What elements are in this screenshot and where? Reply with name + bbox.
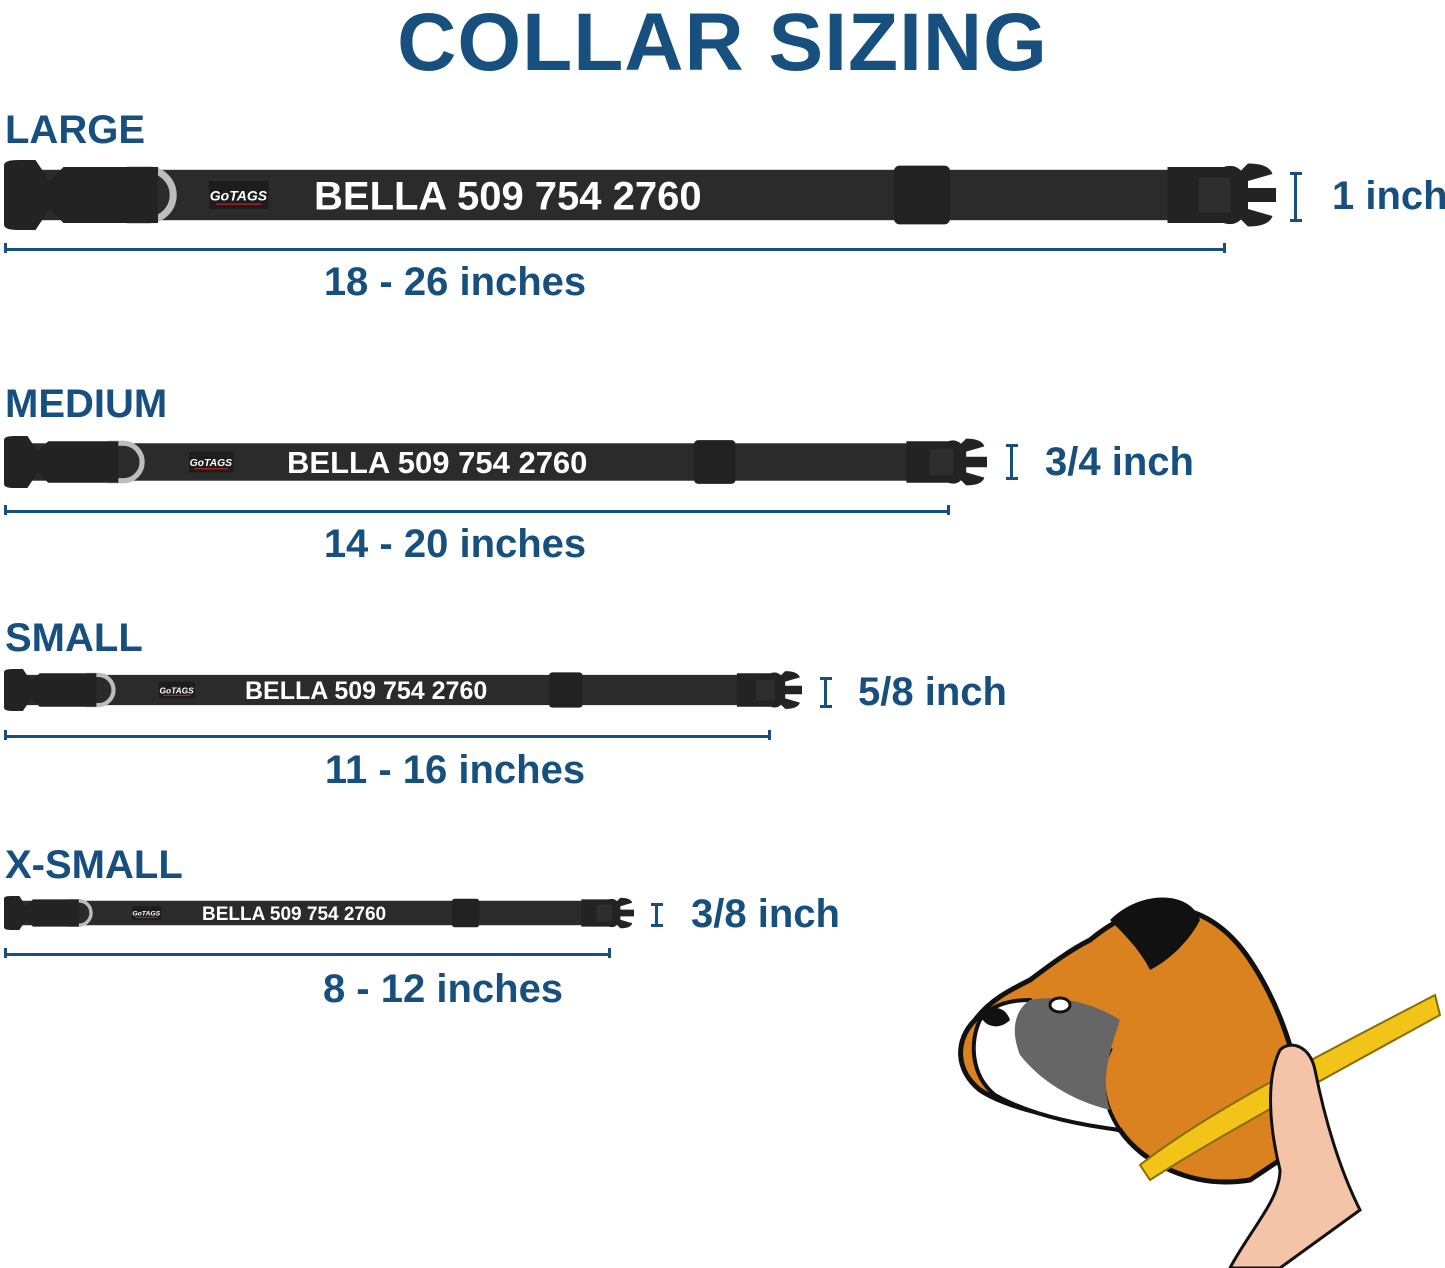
- size-name-large: LARGE: [5, 108, 145, 152]
- range-large: 18 - 26 inches: [323, 260, 587, 304]
- brand-logo-badge: [132, 906, 161, 920]
- buckle-window: [596, 904, 612, 922]
- range-x-small: 8 - 12 inches: [322, 967, 564, 1011]
- brand-logo: GoTAGS: [190, 458, 233, 469]
- collar-x-small: GoTAGS BELLA 509 754 2760: [4, 896, 634, 930]
- keeper-loop: [549, 672, 583, 708]
- d-ring: [68, 899, 93, 927]
- brand-logo-badge: [159, 681, 195, 699]
- size-name-medium: MEDIUM: [5, 382, 168, 426]
- width-x-small: 3/8 inch: [691, 892, 840, 936]
- collar-large: GoTAGS BELLA 509 754 2760: [4, 160, 1276, 230]
- buckle-window: [929, 449, 954, 475]
- width-marker-medium: [1006, 444, 1018, 480]
- left-clip: [4, 436, 119, 488]
- length-line-medium: [4, 505, 950, 515]
- width-small: 5/8 inch: [858, 670, 1007, 714]
- collar-small: GoTAGS BELLA 509 754 2760: [4, 669, 802, 711]
- collar-strap: [17, 900, 587, 926]
- d-ring: [107, 440, 145, 484]
- d-ring: [85, 672, 116, 708]
- length-line-x-small: [4, 948, 611, 958]
- keeper-loop: [694, 440, 736, 484]
- width-marker-small: [820, 677, 832, 708]
- collar-strap: [24, 443, 915, 481]
- collar-name-text: BELLA 509 754 2760: [287, 445, 587, 480]
- width-large: 1 inch: [1332, 174, 1445, 218]
- collar-name-text: BELLA 509 754 2760: [202, 904, 386, 925]
- left-clip: [4, 896, 79, 930]
- buckle-window: [755, 679, 775, 701]
- page-title: COLLAR SIZING: [397, 0, 1048, 88]
- keeper-loop: [894, 165, 950, 225]
- width-marker-large: [1290, 172, 1302, 222]
- range-small: 11 - 16 inches: [324, 748, 586, 792]
- width-medium: 3/4 inch: [1045, 440, 1194, 484]
- boxer-dog-illustration: [958, 897, 1442, 1268]
- size-name-small: SMALL: [5, 616, 143, 660]
- buckle-window: [1199, 177, 1231, 213]
- left-clip: [4, 160, 158, 230]
- brand-logo-badge: [189, 451, 234, 473]
- size-name-x-small: X-SMALL: [5, 843, 183, 887]
- brand-logo: GoTAGS: [132, 911, 160, 918]
- length-line-small: [4, 730, 771, 740]
- range-medium: 14 - 20 inches: [323, 522, 587, 566]
- collar-strap: [20, 674, 744, 706]
- collar-medium: GoTAGS BELLA 509 754 2760: [4, 436, 987, 488]
- collar-name-text: BELLA 509 754 2760: [314, 174, 702, 218]
- collar-name-text: BELLA 509 754 2760: [245, 677, 487, 705]
- width-marker-x-small: [651, 903, 663, 927]
- keeper-loop: [452, 898, 480, 928]
- brand-logo: GoTAGS: [210, 188, 268, 204]
- brand-logo: GoTAGS: [159, 685, 194, 695]
- length-line-large: [4, 243, 1226, 253]
- left-clip: [4, 669, 97, 711]
